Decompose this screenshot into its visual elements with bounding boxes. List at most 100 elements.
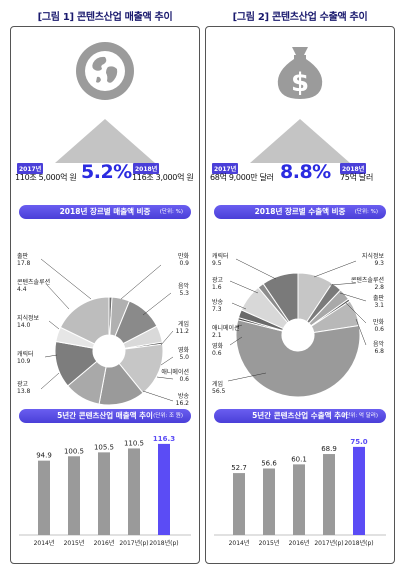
pie-label: 광고 13.8 <box>17 381 30 395</box>
bar-category-label: 2018년(p) <box>344 539 373 547</box>
stat-value-to: 116조 3,000억 원 <box>132 173 194 182</box>
pie-label-value: 0.9 <box>179 260 189 267</box>
bar <box>353 446 365 535</box>
bar-value-label: 75.0 <box>350 438 367 446</box>
bar-svg: 52.7 2014년 56.6 2015년 60.1 2016년 68.9 2017년(p) 7… <box>214 438 386 547</box>
pie-label: 출판 17.8 <box>17 253 30 267</box>
pie-label-value: 13.8 <box>17 388 31 395</box>
pie-label-value: 11.2 <box>175 328 189 335</box>
sales-figure: [그림 1] 콘텐츠산업 매출액 추이 2017년 110조 5,000억 원 … <box>10 0 200 569</box>
pie-section-unit: (단위: %) <box>354 209 378 215</box>
bar-section-title: 5년간 콘텐츠산업 수출액 추이 <box>252 411 348 420</box>
pie-label-name: 지식정보 <box>17 315 40 322</box>
pie-leader-line <box>355 318 367 346</box>
pie-label-name: 캐릭터 <box>17 351 34 358</box>
bar-category-label: 2015년 <box>64 539 85 547</box>
bar-category-label: 2015년 <box>259 539 280 547</box>
year-badge-from: 2017년 <box>17 163 44 174</box>
pie-label-name: 음악 <box>372 341 384 348</box>
pie-label-name: 지식정보 <box>361 253 384 260</box>
pie-label-value: 10.9 <box>17 358 31 365</box>
pie-label-name: 방송 <box>212 299 224 306</box>
pie-label-value: 5.0 <box>179 354 189 361</box>
pie-label-value: 14.0 <box>17 322 31 329</box>
pie-label-name: 애니메이션 <box>161 369 189 376</box>
bar-category-label: 2016년 <box>94 539 115 547</box>
pie-label-name: 광고 <box>212 277 224 284</box>
pie-label-name: 출판 <box>372 295 384 302</box>
pie-label: 지식정보 9.3 <box>324 253 384 267</box>
pie-label-name: 출판 <box>17 253 29 260</box>
bar <box>293 464 305 535</box>
pie-leader-line <box>48 320 60 330</box>
sales-pie-chart: 만화 0.9 음악 5.3 게임 11.2 영화 5.0 애니메이션 0.6 방송 16.2 광고 13.… <box>11 223 199 413</box>
pie-leader-line <box>229 280 259 294</box>
pie-label-name: 게임 <box>212 381 224 388</box>
pie-label-name: 영화 <box>212 343 224 350</box>
pie-label-name: 콘텐츠솔루션 <box>17 279 51 286</box>
bar-value-label: 52.7 <box>231 464 247 472</box>
export-bar-chart: 52.7 2014년 56.6 2015년 60.1 2016년 68.9 2017년(p) 7… <box>206 425 394 561</box>
bar-svg: 94.9 2014년 100.5 2015년 105.5 2016년 110.5 2017년(… <box>19 435 191 547</box>
sales-bar-chart: 94.9 2014년 100.5 2015년 105.5 2016년 110.5 2017년(… <box>11 425 199 561</box>
pie-label-name: 영화 <box>177 347 189 354</box>
bar-category-label: 2014년 <box>229 539 250 547</box>
pie-leader-line <box>227 372 267 382</box>
bar <box>38 460 50 535</box>
growth-stat-row: 2017년 110조 5,000억 원 5.2% 2018년 116조 3,00… <box>11 161 199 187</box>
pie-label-value: 0.6 <box>179 376 189 383</box>
bar-value-label: 68.9 <box>321 445 337 453</box>
pie-label: 음악 5.3 <box>129 283 189 297</box>
pie-label-name: 애니메이션 <box>212 325 240 332</box>
globe-icon <box>76 42 134 100</box>
pie-slice <box>262 272 299 323</box>
pie-label: 캐릭터 10.9 <box>17 351 34 365</box>
bar-value-label: 110.5 <box>124 439 144 447</box>
pie-leader-line <box>156 376 174 380</box>
pie-label-value: 9.5 <box>212 260 222 267</box>
pie-leader-line <box>235 258 277 280</box>
pie-label-value: 7.3 <box>212 306 222 313</box>
pie-label-name: 만화 <box>372 319 384 326</box>
stat-value-from: 110조 5,000억 원 <box>15 173 77 182</box>
pie-label-name: 콘텐츠솔루션 <box>350 277 384 284</box>
pie-leader-line <box>142 292 172 316</box>
pie-label-value: 1.6 <box>212 284 222 291</box>
year-badge-to: 2018년 <box>133 163 160 174</box>
pie-leader-line <box>40 258 92 300</box>
pie-label: 방송 7.3 <box>212 299 223 313</box>
pie-label: 영화 5.0 <box>129 347 189 361</box>
growth-rate: 8.8% <box>280 161 331 183</box>
pie-leader-line <box>142 390 174 402</box>
pie-label-name: 만화 <box>177 253 189 260</box>
pie-section-title: 2018년 장르별 매출액 비중 <box>59 207 151 216</box>
growth-trapezoid <box>55 119 155 163</box>
pie-label-value: 3.1 <box>374 302 384 309</box>
stat-value-to: 75억 달러 <box>340 173 374 182</box>
pie-leader-line <box>235 324 243 328</box>
pie-label-value: 5.3 <box>179 290 189 297</box>
bar-value-label: 100.5 <box>64 447 84 455</box>
bar-value-label: 56.6 <box>261 459 277 467</box>
bar-value-label: 116.3 <box>153 435 175 443</box>
pie-leader-line <box>120 264 162 300</box>
year-badge-from: 2017년 <box>212 163 239 174</box>
figure-title: [그림 1] 콘텐츠산업 매출액 추이 <box>37 12 173 23</box>
pie-label: 음악 6.8 <box>324 341 384 355</box>
bar-section-header: 5년간 콘텐츠산업 매출액 추이 (단위: 조 원) <box>19 409 191 423</box>
bar-value-label: 105.5 <box>94 443 114 451</box>
export-panel: $ 2017년 68억 9,000만 달러 8.8% 2018년 75억 달러 … <box>205 26 395 564</box>
pie-leader-line <box>160 356 174 366</box>
pie-label: 콘텐츠솔루션 2.8 <box>324 277 384 291</box>
bar-category-label: 2017년(p) <box>119 539 148 547</box>
bar <box>158 443 170 535</box>
bar <box>233 473 245 535</box>
pie-leader-line <box>40 372 60 390</box>
figure-title: [그림 2] 콘텐츠산업 수출액 추이 <box>232 12 368 23</box>
bar-value-label: 94.9 <box>36 452 52 460</box>
pie-label: 영화 0.6 <box>212 343 223 357</box>
bar-category-label: 2016년 <box>289 539 310 547</box>
bar <box>128 448 140 535</box>
pie-section-header: 2018년 장르별 매출액 비중 (단위: %) <box>19 205 191 219</box>
pie-leader-line <box>44 354 58 358</box>
